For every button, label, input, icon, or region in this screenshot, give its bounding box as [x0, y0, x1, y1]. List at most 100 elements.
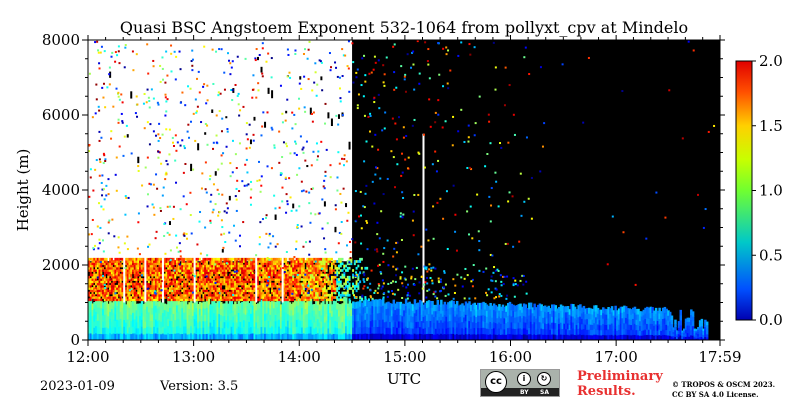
heatmap-cell [684, 325, 688, 330]
heatmap-cell [336, 278, 339, 281]
heatmap-cell [130, 264, 133, 268]
heatmap-cell [628, 334, 631, 340]
heatmap-cell [302, 291, 305, 295]
heatmap-cell [422, 304, 425, 312]
heatmap-cell [688, 332, 691, 337]
heatmap-cell [158, 280, 161, 284]
heatmap-cell [205, 300, 209, 308]
heatmap-cell [154, 284, 157, 288]
heatmap-cell [207, 257, 210, 261]
heatmap-cell [258, 314, 262, 322]
heatmap-cell [146, 264, 149, 268]
heatmap-cell [269, 278, 272, 281]
heatmap-cell [337, 316, 341, 323]
heatmap-cell [117, 293, 120, 297]
heatmap-cell [337, 123, 340, 126]
heatmap-cell [381, 312, 385, 320]
heatmap-cell [390, 309, 394, 317]
heatmap-cell [630, 309, 633, 315]
heatmap-cell [362, 313, 366, 321]
heatmap-cell [154, 319, 158, 327]
heatmap-cell [262, 305, 265, 313]
heatmap-cell [503, 306, 506, 313]
heatmap-cell [346, 293, 349, 297]
heatmap-cell [517, 328, 521, 335]
heatmap-cell [406, 321, 410, 329]
heatmap-cell [403, 315, 406, 323]
heatmap-cell [168, 128, 171, 131]
heatmap-cell [330, 262, 333, 266]
heatmap-cell [139, 333, 142, 340]
heatmap-cell [320, 278, 323, 281]
heatmap-cell [211, 262, 214, 266]
heatmap-cell [132, 293, 135, 297]
heatmap-cell [158, 299, 161, 307]
heatmap-cell [228, 257, 231, 261]
heatmap-cell [554, 322, 558, 329]
heatmap-cell [573, 323, 577, 330]
heatmap-cell [177, 332, 181, 340]
heatmap-cell [237, 291, 240, 295]
heatmap-cell [346, 275, 349, 279]
heatmap-cell [207, 312, 211, 320]
heatmap-cell [89, 284, 92, 288]
heatmap-cell [635, 334, 638, 340]
heatmap-cell [96, 313, 100, 321]
heatmap-cell [234, 327, 237, 335]
heatmap-cell [355, 289, 358, 293]
heatmap-cell [137, 327, 140, 335]
heatmap-cell [324, 170, 327, 173]
heatmap-cell [377, 59, 380, 62]
heatmap-cell [205, 264, 208, 268]
heatmap-cell [369, 320, 373, 328]
heatmap-cell [614, 322, 617, 330]
heatmap-cell [121, 287, 124, 290]
heatmap-cell [109, 289, 112, 293]
heatmap-cell [132, 269, 135, 272]
heatmap-cell [278, 326, 281, 334]
heatmap-cell [364, 333, 367, 340]
heatmap-cell [406, 315, 410, 322]
heatmap-cell [244, 260, 247, 263]
heatmap-cell [663, 306, 667, 313]
heatmap-cell [116, 269, 119, 272]
heatmap-cell [401, 315, 404, 323]
heatmap-cell [693, 334, 697, 337]
heatmap-cell [207, 287, 210, 290]
heatmap-cell [186, 237, 189, 240]
heatmap-cell [556, 324, 559, 330]
heatmap-cell [274, 293, 277, 297]
heatmap-cell [202, 282, 205, 286]
heatmap-cell [533, 309, 536, 317]
no-data-streak [144, 133, 147, 303]
heatmap-cell [498, 310, 501, 317]
heatmap-cell [285, 298, 288, 302]
heatmap-cell [320, 262, 323, 266]
heatmap-cell [292, 273, 295, 277]
heatmap-cell [246, 326, 249, 334]
heatmap-cell [177, 325, 181, 334]
heatmap-cell [406, 333, 410, 340]
heatmap-cell [605, 324, 609, 331]
heatmap-cell [418, 326, 422, 334]
heatmap-cell [420, 320, 424, 328]
heatmap-cell [193, 318, 197, 327]
heatmap-cell [249, 306, 253, 314]
heatmap-cell [635, 319, 638, 325]
heatmap-cell [292, 271, 295, 275]
heatmap-cell [264, 275, 267, 279]
heatmap-cell [322, 293, 325, 297]
heatmap-cell [190, 275, 193, 279]
heatmap-cell [505, 322, 508, 330]
heatmap-cell [154, 260, 157, 263]
heatmap-cell [320, 296, 323, 299]
heatmap-cell [279, 287, 282, 290]
heatmap-cell [167, 289, 170, 293]
heatmap-cell [110, 327, 114, 335]
heatmap-cell [264, 257, 267, 261]
heatmap-cell [147, 311, 151, 320]
heatmap-cell [248, 264, 251, 268]
heatmap-cell [399, 301, 403, 309]
heatmap-cell [374, 133, 377, 136]
heatmap-cell [668, 321, 672, 327]
